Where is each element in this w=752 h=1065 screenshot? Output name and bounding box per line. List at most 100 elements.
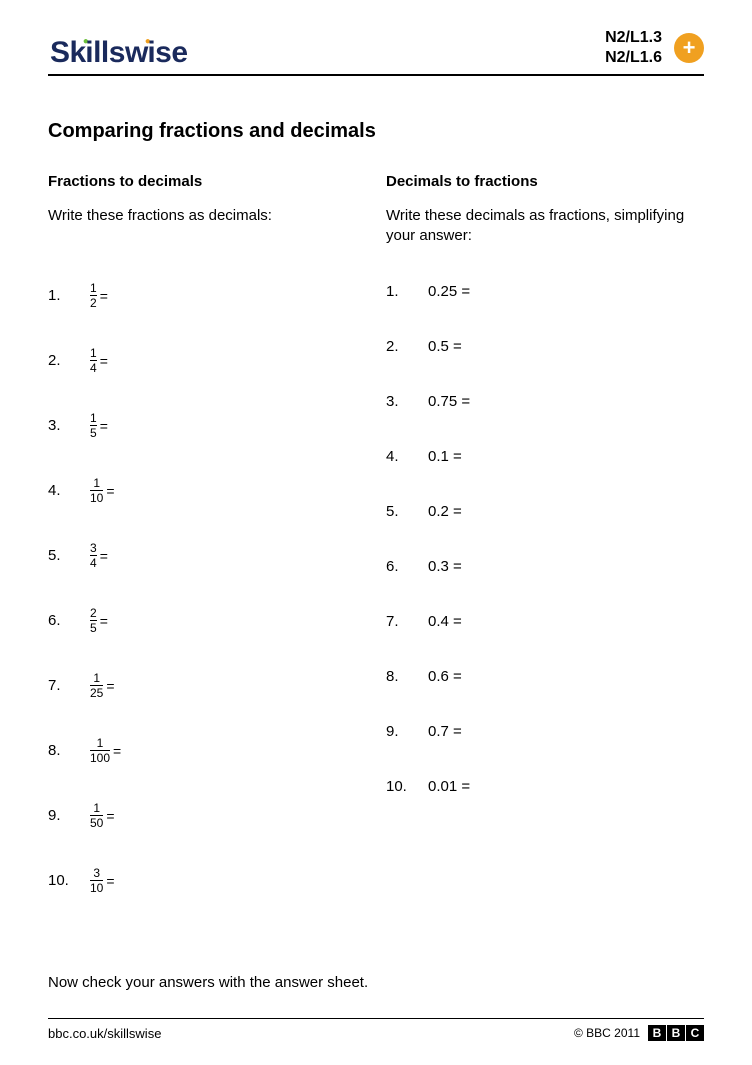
question-row: 10.0.01 = bbox=[386, 778, 704, 795]
question-row: 3.15= bbox=[48, 412, 366, 439]
fraction: 34 bbox=[90, 542, 97, 569]
footer-url: bbc.co.uk/skillswise bbox=[48, 1026, 161, 1041]
decimal-value: 0.25 = bbox=[428, 283, 470, 300]
fraction-denominator: 5 bbox=[90, 620, 97, 634]
question-row: 1.12= bbox=[48, 282, 366, 309]
left-heading: Fractions to decimals bbox=[48, 173, 366, 190]
fraction: 1100 bbox=[90, 737, 110, 764]
question-number: 10. bbox=[386, 778, 428, 795]
question-number: 7. bbox=[48, 677, 90, 694]
fraction: 15 bbox=[90, 412, 97, 439]
decimal-value: 0.7 = bbox=[428, 723, 462, 740]
fraction-numerator: 3 bbox=[93, 867, 100, 880]
fraction-denominator: 25 bbox=[90, 685, 103, 699]
decimal-value: 0.2 = bbox=[428, 503, 462, 520]
header-rule bbox=[48, 74, 704, 76]
fraction-denominator: 10 bbox=[90, 490, 103, 504]
question-number: 5. bbox=[48, 547, 90, 564]
footer-copyright: © BBC 2011 bbox=[574, 1026, 640, 1040]
reference-codes: N2/L1.3 N2/L1.6 bbox=[605, 28, 662, 68]
decimal-value: 0.75 = bbox=[428, 393, 470, 410]
page-header: Sk●illsw●ise N2/L1.3 N2/L1.6 + bbox=[48, 28, 704, 74]
fraction-numerator: 1 bbox=[90, 347, 97, 360]
question-row: 3.0.75 = bbox=[386, 393, 704, 410]
decimal-value: 0.1 = bbox=[428, 448, 462, 465]
equals-sign: = bbox=[100, 288, 108, 304]
question-row: 8.1100= bbox=[48, 737, 366, 764]
right-column: Decimals to fractions Write these decima… bbox=[386, 173, 704, 894]
question-row: 10.310= bbox=[48, 867, 366, 894]
question-row: 1.0.25 = bbox=[386, 283, 704, 300]
question-row: 2.14= bbox=[48, 347, 366, 374]
fraction-numerator: 1 bbox=[90, 282, 97, 295]
fraction-numerator: 1 bbox=[93, 802, 100, 815]
ref-code-2: N2/L1.6 bbox=[605, 48, 662, 68]
fraction-denominator: 4 bbox=[90, 360, 97, 374]
fraction: 25 bbox=[90, 607, 97, 634]
question-row: 6.25= bbox=[48, 607, 366, 634]
question-number: 2. bbox=[386, 338, 428, 355]
question-row: 5.34= bbox=[48, 542, 366, 569]
fraction-numerator: 2 bbox=[90, 607, 97, 620]
question-row: 7.125= bbox=[48, 672, 366, 699]
right-instruction: Write these decimals as fractions, simpl… bbox=[386, 206, 704, 247]
question-number: 5. bbox=[386, 503, 428, 520]
fraction-denominator: 5 bbox=[90, 425, 97, 439]
decimal-value: 0.5 = bbox=[428, 338, 462, 355]
question-number: 8. bbox=[48, 742, 90, 759]
question-row: 8.0.6 = bbox=[386, 668, 704, 685]
fraction: 310 bbox=[90, 867, 103, 894]
question-number: 10. bbox=[48, 872, 90, 889]
check-answers-note: Now check your answers with the answer s… bbox=[48, 974, 704, 991]
right-question-list: 1.0.25 =2.0.5 =3.0.75 =4.0.1 =5.0.2 =6.0… bbox=[386, 283, 704, 795]
decimal-value: 0.3 = bbox=[428, 558, 462, 575]
fraction-denominator: 4 bbox=[90, 555, 97, 569]
question-number: 3. bbox=[386, 393, 428, 410]
equals-sign: = bbox=[100, 418, 108, 434]
bbc-block: B bbox=[648, 1025, 666, 1041]
skillswise-logo: Sk●illsw●ise bbox=[48, 36, 188, 70]
right-heading: Decimals to fractions bbox=[386, 173, 704, 190]
question-number: 8. bbox=[386, 668, 428, 685]
question-row: 7.0.4 = bbox=[386, 613, 704, 630]
question-row: 4.0.1 = bbox=[386, 448, 704, 465]
equals-sign: = bbox=[100, 548, 108, 564]
fraction-numerator: 1 bbox=[93, 477, 100, 490]
question-number: 4. bbox=[386, 448, 428, 465]
question-number: 7. bbox=[386, 613, 428, 630]
question-number: 9. bbox=[386, 723, 428, 740]
equals-sign: = bbox=[106, 873, 114, 889]
fraction-denominator: 100 bbox=[90, 750, 110, 764]
question-row: 6.0.3 = bbox=[386, 558, 704, 575]
equals-sign: = bbox=[106, 483, 114, 499]
equals-sign: = bbox=[100, 613, 108, 629]
question-row: 5.0.2 = bbox=[386, 503, 704, 520]
plus-icon: + bbox=[674, 33, 704, 63]
ref-code-1: N2/L1.3 bbox=[605, 28, 662, 48]
footer-rule bbox=[48, 1018, 704, 1019]
fraction-denominator: 50 bbox=[90, 815, 103, 829]
question-number: 4. bbox=[48, 482, 90, 499]
equals-sign: = bbox=[113, 743, 121, 759]
question-number: 1. bbox=[48, 287, 90, 304]
left-instruction: Write these fractions as decimals: bbox=[48, 206, 366, 246]
question-row: 9.150= bbox=[48, 802, 366, 829]
bbc-block: C bbox=[686, 1025, 704, 1041]
bbc-block: B bbox=[667, 1025, 685, 1041]
question-number: 6. bbox=[386, 558, 428, 575]
fraction-numerator: 1 bbox=[90, 412, 97, 425]
fraction: 14 bbox=[90, 347, 97, 374]
fraction: 125 bbox=[90, 672, 103, 699]
page-footer: bbc.co.uk/skillswise © BBC 2011 B B C bbox=[48, 1018, 704, 1041]
decimal-value: 0.4 = bbox=[428, 613, 462, 630]
question-number: 6. bbox=[48, 612, 90, 629]
equals-sign: = bbox=[100, 353, 108, 369]
question-number: 3. bbox=[48, 417, 90, 434]
question-number: 1. bbox=[386, 283, 428, 300]
page-title: Comparing fractions and decimals bbox=[48, 120, 704, 143]
fraction-numerator: 1 bbox=[97, 737, 104, 750]
question-row: 4.110= bbox=[48, 477, 366, 504]
fraction-numerator: 1 bbox=[93, 672, 100, 685]
fraction-numerator: 3 bbox=[90, 542, 97, 555]
worksheet-columns: Fractions to decimals Write these fracti… bbox=[48, 173, 704, 894]
